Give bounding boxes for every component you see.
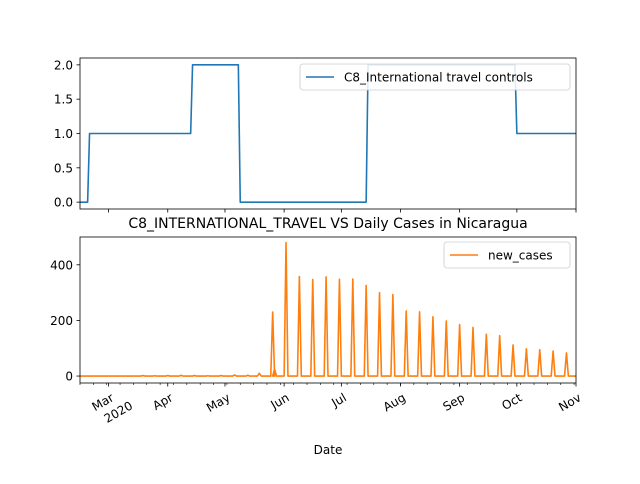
bottom-x-tick-label: Jul <box>328 390 348 410</box>
top-y-tick-label: 0.5 <box>54 161 73 175</box>
bottom-chart-title: C8_INTERNATIONAL_TRAVEL VS Daily Cases i… <box>128 216 527 232</box>
bottom-chart: C8_INTERNATIONAL_TRAVEL VS Daily Cases i… <box>50 216 583 457</box>
bottom-legend-label: new_cases <box>488 249 553 263</box>
bottom-plot-area <box>80 241 576 377</box>
bottom-y-axis: 0 200 400 <box>50 258 80 384</box>
bottom-y-tick-label: 0 <box>65 370 73 384</box>
top-y-tick-label: 2.0 <box>54 58 73 72</box>
bottom-y-tick-label: 200 <box>50 314 73 328</box>
top-chart: 0.0 0.5 1.0 1.5 2.0 C8_International travel … <box>54 57 577 213</box>
bottom-legend: new_cases <box>443 241 571 269</box>
top-legend-label: C8_International travel controls <box>344 71 533 85</box>
top-legend: C8_International travel controls <box>299 63 571 91</box>
top-y-tick-label: 0.0 <box>54 196 73 210</box>
top-y-tick-label: 1.5 <box>54 93 73 107</box>
bottom-x-axis-label: Date <box>314 443 343 457</box>
bottom-axes-frame <box>79 236 577 384</box>
bottom-y-tick-label: 400 <box>50 258 73 272</box>
top-y-axis: 0.0 0.5 1.0 1.5 2.0 <box>54 58 80 210</box>
top-y-tick-label: 1.0 <box>54 127 73 141</box>
top-x-axis <box>108 209 577 213</box>
bottom-legend-box <box>443 241 571 269</box>
series-line-new-cases <box>80 241 576 377</box>
top-legend-box <box>299 63 571 91</box>
